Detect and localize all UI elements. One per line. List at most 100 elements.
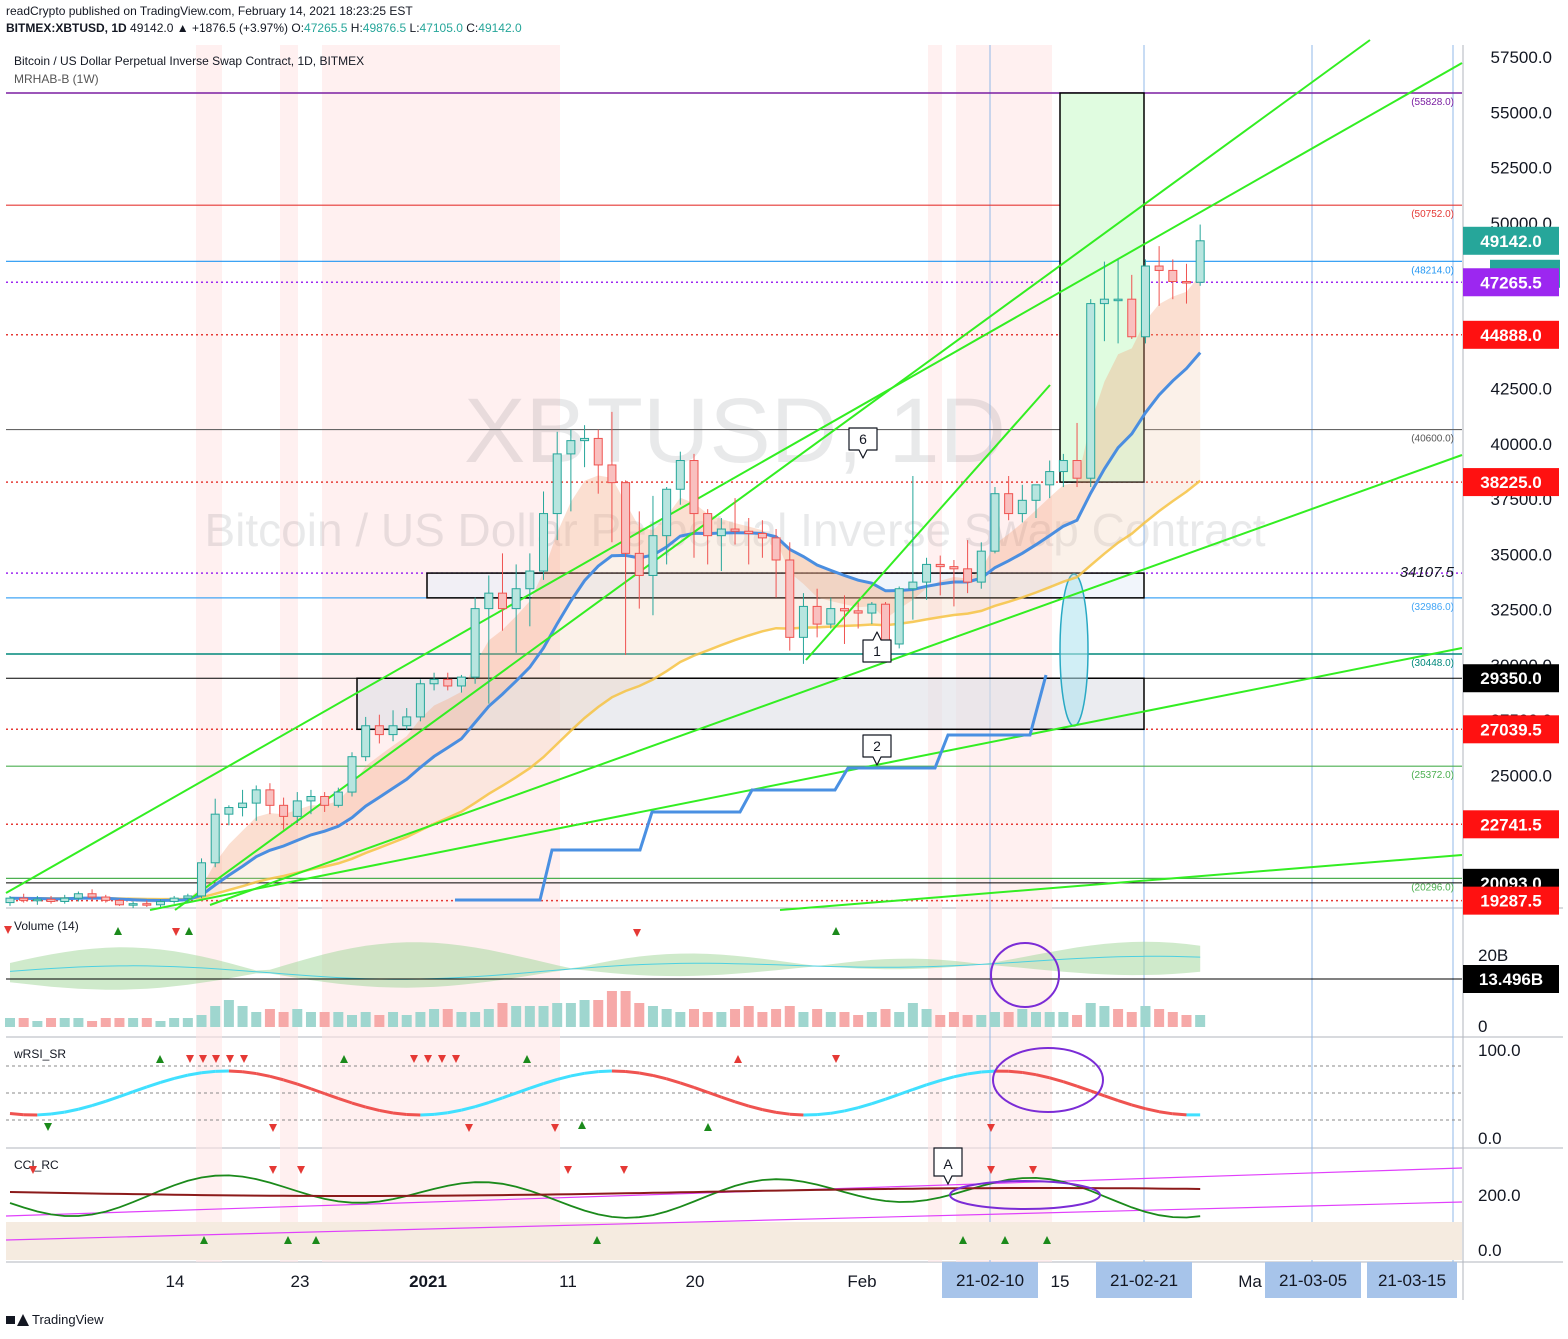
candle-body — [634, 552, 644, 576]
rsi-line-segment — [857, 1102, 873, 1110]
up-arrow-icon — [185, 927, 193, 935]
down-arrow-icon — [564, 1166, 572, 1174]
rsi-line-segment — [816, 1111, 831, 1117]
rsi-line-segment — [1076, 1084, 1092, 1093]
price-tick-label: 57500.0 — [1491, 48, 1552, 67]
candle — [634, 511, 644, 609]
target-rectangle — [1059, 92, 1145, 483]
volume-bar — [73, 1018, 84, 1027]
up-arrow-icon — [959, 1236, 967, 1244]
rsi-line-segment — [132, 1085, 148, 1094]
candle-body — [388, 725, 398, 736]
volume-bar — [278, 1012, 289, 1027]
time-tick-label: 15 — [1051, 1272, 1070, 1291]
down-arrow-icon — [186, 1055, 194, 1063]
down-arrow-icon — [4, 926, 12, 934]
chart-legend-indicator[interactable]: MRHAB-B (1W) — [14, 72, 99, 86]
volume-bar — [1195, 1015, 1206, 1027]
open-label: O: — [291, 21, 305, 35]
time-highlight-bg — [1367, 1262, 1457, 1298]
candle — [853, 601, 863, 629]
time-tick-label: Feb — [847, 1272, 876, 1291]
chart-legend-title[interactable]: Bitcoin / US Dollar Perpetual Inverse Sw… — [14, 54, 365, 68]
down-arrow-icon — [987, 1124, 995, 1132]
tradingview-brand: TradingView — [32, 1312, 104, 1327]
candle — [812, 588, 822, 638]
rsi-line-segment — [501, 1091, 517, 1100]
trend-line — [5, 62, 1463, 894]
rsi-line-segment — [160, 1076, 175, 1084]
candle — [730, 498, 740, 545]
rsi-line-segment — [324, 1092, 339, 1100]
candle-body — [128, 903, 138, 906]
price-badge-bg — [1463, 886, 1559, 915]
down-arrow-icon — [212, 1055, 220, 1063]
candle — [1154, 246, 1164, 306]
volume-bar — [374, 1015, 385, 1027]
candle-body — [580, 437, 590, 442]
candle — [210, 798, 220, 868]
candle-body — [963, 568, 973, 583]
volume-bar — [442, 1009, 453, 1027]
time-highlight-badge: 21-02-21 — [1096, 1262, 1192, 1298]
down-arrow-icon — [226, 1055, 234, 1063]
candle-body — [839, 608, 849, 612]
rsi-line-segment — [748, 1104, 763, 1112]
candle-body — [949, 566, 959, 570]
rsi-line-segment — [351, 1101, 367, 1109]
candle-body — [976, 550, 986, 583]
price-tick-label: 35000.0 — [1491, 545, 1552, 564]
price-badge: 47265.5 — [1463, 268, 1559, 297]
rsi-tick-label: 100.0 — [1478, 1041, 1521, 1060]
volume-bar — [1003, 1012, 1014, 1027]
candle-body — [689, 460, 699, 515]
candle-body — [101, 896, 111, 901]
rsi-line-segment — [543, 1078, 558, 1086]
down-arrow-icon — [620, 1166, 628, 1174]
candle-body — [662, 488, 672, 537]
rsi-line-segment — [775, 1110, 790, 1116]
candle — [456, 674, 466, 693]
candle — [60, 894, 70, 904]
price-tick-label: 40000.0 — [1491, 435, 1552, 454]
volume-bar — [155, 1021, 166, 1027]
callout-shape — [862, 631, 892, 663]
rsi-line-segment — [1145, 1107, 1160, 1114]
up-arrow-icon — [704, 1123, 712, 1131]
candle-body — [990, 493, 1000, 552]
price-tick-label: 32500.0 — [1491, 601, 1552, 620]
candle-body — [142, 903, 152, 906]
candle — [593, 429, 603, 494]
volume-bar — [620, 991, 631, 1027]
up-arrow-icon — [312, 1236, 320, 1244]
rsi-line-segment — [762, 1108, 777, 1114]
volume-tick-label: 20B — [1478, 946, 1508, 965]
candle — [155, 899, 165, 907]
volume-bar — [87, 1021, 98, 1027]
down-arrow-icon — [832, 1055, 840, 1063]
candle-body — [607, 464, 617, 484]
price-badge-bg — [1463, 715, 1559, 744]
tradingview-footer: TradingView — [6, 1312, 104, 1327]
candle — [771, 529, 781, 598]
candle-body — [771, 537, 781, 561]
rsi-line-segment — [488, 1096, 503, 1104]
candle-body — [757, 532, 767, 539]
candle-body — [621, 482, 631, 554]
price-badge-bg — [1463, 268, 1559, 297]
rsi-line-segment — [1103, 1094, 1119, 1102]
ma-long-line — [9, 479, 1201, 901]
trend-line — [805, 384, 1051, 661]
volume-bar — [812, 1009, 823, 1027]
candle-body — [306, 795, 316, 802]
volume-bar — [429, 1009, 440, 1027]
candle-body — [114, 899, 124, 906]
volume-bar — [1072, 1015, 1083, 1027]
candle — [142, 900, 152, 907]
price-badge-bg — [1463, 320, 1559, 349]
price-badge: 44888.0 — [1463, 320, 1559, 349]
price-badge: 38225.0 — [1463, 468, 1559, 497]
candle — [251, 785, 261, 821]
candle — [1099, 261, 1109, 342]
